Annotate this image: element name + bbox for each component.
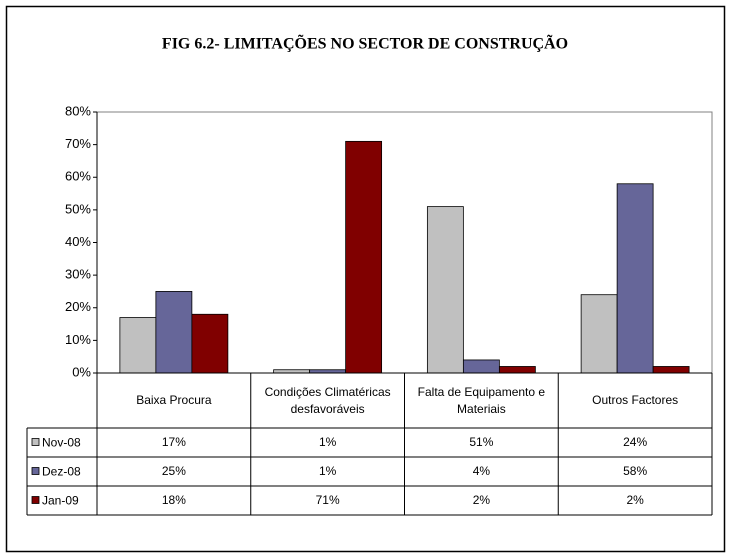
- bar: [119, 317, 157, 374]
- table-value: 51%: [469, 435, 494, 449]
- table-value: 4%: [472, 464, 491, 478]
- table-value: 17%: [161, 435, 186, 449]
- legend-label: Jan-09: [42, 494, 79, 508]
- category-label: Falta de Equipamento e Materiais: [417, 384, 546, 416]
- legend-swatch: [31, 496, 40, 504]
- category-label: Baixa Procura: [136, 393, 212, 407]
- table-value: 18%: [161, 493, 186, 507]
- table-value: 2%: [626, 493, 644, 507]
- y-tick-label: 70%: [65, 136, 91, 151]
- category-label: Condições Climatéricas desfavoráveis: [264, 384, 391, 416]
- y-tick-label: 50%: [65, 201, 91, 216]
- bar: [191, 313, 229, 374]
- bar: [426, 206, 464, 374]
- y-tick-label: 20%: [65, 299, 91, 314]
- table-value: 1%: [318, 464, 337, 478]
- table-value: 71%: [315, 493, 340, 507]
- table-value: 25%: [161, 464, 186, 478]
- y-tick-label: 30%: [65, 267, 91, 282]
- y-tick-label: 10%: [65, 332, 91, 347]
- bar: [580, 294, 618, 374]
- legend-swatch: [31, 438, 40, 446]
- table-value: 1%: [318, 435, 337, 449]
- table-value: 58%: [623, 464, 648, 478]
- bar: [155, 291, 193, 374]
- table-value: 24%: [623, 435, 648, 449]
- bar: [616, 183, 654, 374]
- bar: [345, 140, 383, 374]
- y-tick-label: 0%: [72, 364, 91, 379]
- y-tick-label: 60%: [65, 169, 91, 184]
- category-label: Outros Factores: [592, 393, 679, 407]
- legend-swatch: [31, 467, 40, 475]
- table-value: 2%: [472, 493, 491, 507]
- bar: [462, 359, 500, 374]
- legend-label: Dez-08: [42, 465, 81, 479]
- y-tick-label: 80%: [65, 103, 91, 118]
- y-tick-label: 40%: [65, 234, 91, 249]
- legend-label: Nov-08: [42, 436, 81, 450]
- chart-title: FIG 6.2- LIMITAÇÕES NO SECTOR DE CONSTRU…: [162, 33, 568, 53]
